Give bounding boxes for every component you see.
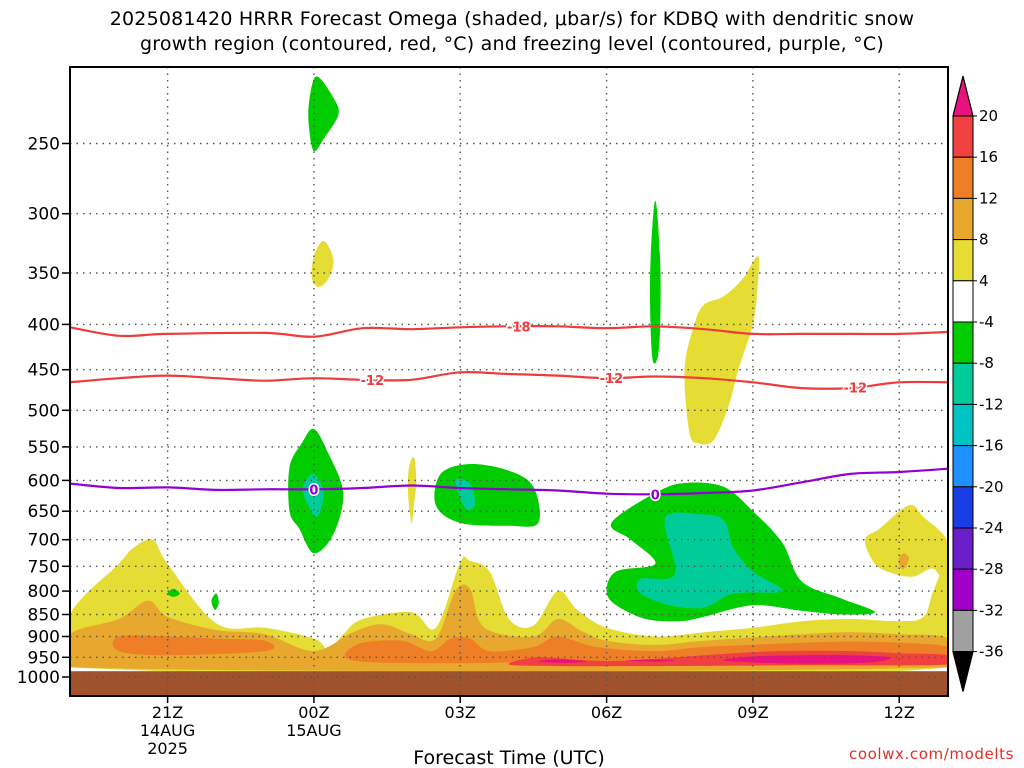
omega-region-14 [649, 200, 661, 364]
chart-title-line-2: growth region (contoured, red, °C) and f… [140, 33, 884, 55]
colorbar-label-0: 20 [979, 107, 998, 125]
y-tick-label-1000: 1000 [17, 668, 60, 688]
omega-region-9 [898, 553, 909, 570]
y-tick-label-450: 450 [28, 361, 60, 381]
colorbar-bin-8 [952, 445, 974, 488]
x-tick-label-00Z-line2: 15AUG [286, 721, 341, 740]
y-tick-label-650: 650 [28, 502, 60, 522]
colorbar-bin-11 [952, 568, 974, 611]
x-tick-label-21Z: 21Z [152, 703, 183, 722]
colorbar-label-4: 4 [979, 272, 989, 290]
colorbar-bin-9 [952, 486, 974, 529]
plot-frame [69, 66, 949, 697]
ground-layer [70, 671, 948, 696]
y-tick-label-400: 400 [28, 315, 60, 335]
colorbar-label-8: -16 [979, 437, 1004, 455]
colorbar-label-10: -24 [979, 519, 1004, 537]
omega-region-18 [455, 478, 476, 511]
omega-region-5 [538, 659, 588, 663]
colorbar-label-11: -28 [979, 560, 1004, 578]
dgz-label-0: -18 [507, 320, 531, 335]
omega-region-10 [684, 256, 760, 445]
dgz-contour-0 [70, 325, 948, 338]
colorbar-bin-7 [952, 403, 974, 447]
gridlines [70, 67, 948, 696]
omega-region-16 [302, 473, 324, 518]
x-tick-label-06Z: 06Z [591, 703, 622, 722]
freezing-label-1: 0 [309, 483, 318, 498]
x-tick-label-09Z: 09Z [737, 703, 768, 722]
colorbar: 20 16 12 8 4 -4 -8 -12 -16 -20 -24 -28 -32 -36 [952, 75, 1004, 692]
omega-region-8 [865, 504, 948, 587]
dgz-contour-1 [70, 370, 948, 390]
freezing-label-2: 0 [651, 488, 660, 503]
x-tick-label-21Z-line3: 2025 [147, 739, 188, 758]
y-tick-label-950: 950 [28, 648, 60, 668]
temperature-contours: -18 -12 -12 -12 0 0 [70, 319, 948, 505]
dgz-label-1: -12 [361, 374, 385, 389]
y-tick-label-300: 300 [28, 205, 60, 225]
colorbar-bin-10 [952, 527, 974, 570]
omega-region-11 [311, 240, 334, 287]
y-tick-label-350: 350 [28, 264, 60, 284]
x-tick-label-21Z-line2: 14AUG [140, 721, 195, 740]
omega-region-21 [167, 588, 180, 597]
colorbar-label-7: -12 [979, 395, 1004, 413]
colorbar-label-13: -36 [979, 643, 1004, 661]
colorbar-label-9: -20 [979, 478, 1004, 496]
colorbar-under-triangle [952, 650, 974, 692]
omega-region-7 [723, 655, 891, 664]
y-tick-label-550: 550 [28, 438, 60, 458]
x-tick-label-03Z: 03Z [445, 703, 476, 722]
y-tick-label-800: 800 [28, 582, 60, 602]
dgz-label-3: -12 [844, 382, 868, 397]
y-tick-label-500: 500 [28, 401, 60, 421]
colorbar-bin-3 [952, 239, 974, 282]
colorbar-label-6: -8 [979, 354, 994, 372]
omega-region-6 [626, 659, 675, 662]
ground-fill [70, 671, 948, 696]
y-tick-label-750: 750 [28, 557, 60, 577]
x-axis-title: Forecast Time (UTC) [413, 747, 604, 768]
omega-region-2 [112, 635, 275, 656]
x-tick-label-00Z: 00Z [298, 703, 329, 722]
colorbar-label-3: 8 [979, 231, 989, 249]
colorbar-bin-12 [952, 609, 974, 653]
y-tick-label-250: 250 [28, 135, 60, 155]
y-tick-label-850: 850 [28, 606, 60, 626]
colorbar-bin-5 [952, 321, 974, 364]
colorbar-label-2: 12 [979, 189, 998, 207]
y-tick-label-900: 900 [28, 628, 60, 648]
colorbar-bin-2 [952, 197, 974, 241]
colorbar-label-12: -32 [979, 601, 1004, 619]
colorbar-bin-4 [952, 280, 974, 323]
dgz-label-2: -12 [600, 372, 624, 387]
colorbar-bin-1 [952, 156, 974, 199]
freezing-level-contour [70, 467, 948, 496]
omega-region-12 [407, 456, 417, 524]
y-tick-label-600: 600 [28, 471, 60, 491]
omega-region-13 [308, 76, 339, 152]
omega-region-20 [636, 512, 783, 609]
colorbar-bin-0 [952, 115, 974, 158]
omega-shading [70, 76, 948, 678]
omega-region-22 [211, 593, 219, 610]
pressure-axis: 2503003504004505005506006507007508008509… [17, 135, 70, 688]
chart-title-line-1: 2025081420 HRRR Forecast Omega (shaded, … [109, 8, 915, 30]
colorbar-label-5: -4 [979, 313, 994, 331]
y-tick-label-700: 700 [28, 531, 60, 551]
colorbar-bin-6 [952, 362, 974, 405]
x-tick-label-12Z: 12Z [884, 703, 915, 722]
source-credit: coolwx.com/modelts [849, 745, 1014, 763]
colorbar-label-1: 16 [979, 148, 998, 166]
